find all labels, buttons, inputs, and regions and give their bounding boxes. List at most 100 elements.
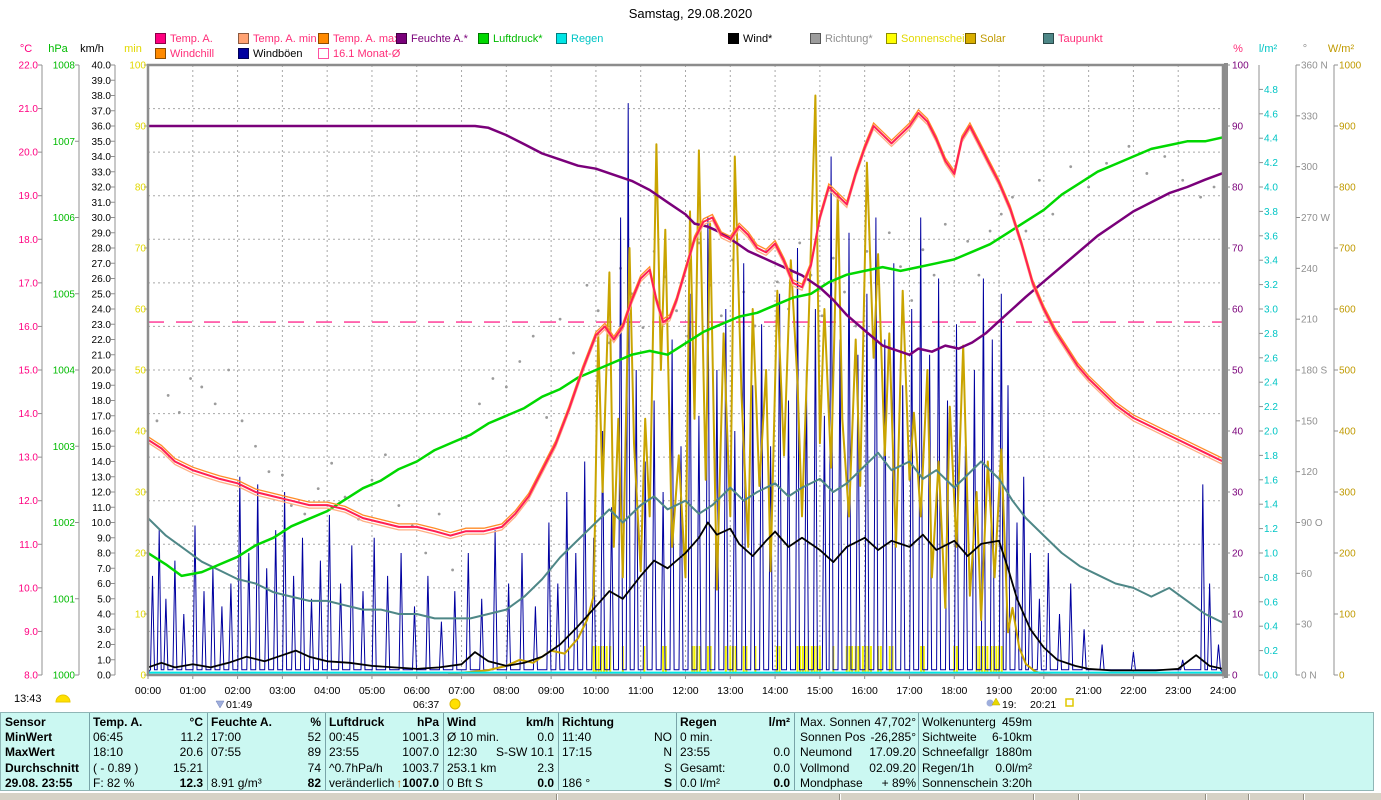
table-column-regen: Regen l/m² 0 min. 23:55 0.0 Gesamt: 0.0 0.0 l/m… — [680, 714, 790, 791]
x-label: 02:00 — [224, 685, 250, 697]
weather-plot: °C 8.0 9.0 10.0 11.0 12.0 13.0 14.0 15.0 16.0 17.0… — [14, 43, 1362, 711]
sun-half-icon — [55, 694, 71, 703]
table-row: 23:55 1007.0 — [329, 745, 439, 760]
table-cell: Wolkenunterg — [922, 714, 996, 729]
table-column-tempa: Temp. A. °C 06:45 11.2 18:10 20.6 ( - 0.89 ) 15… — [93, 714, 203, 791]
table-column-feuchtea: Feuchte A.% 17:00 52 07:55 89 74 8.91 g/m³ 82 — [211, 714, 321, 791]
direction-axis: ° 0 N 30 60 90 O 120 150 180 S 210 240 270 W 300 330… — [1295, 43, 1330, 682]
x-label: 23:00 — [1165, 685, 1191, 697]
table-cell: Luftdruck — [329, 714, 385, 729]
direction-dot — [843, 290, 846, 294]
x-label: 04:00 — [314, 685, 340, 697]
pressure-axis-label: 1008 — [53, 61, 76, 72]
wind-axis-label: 21.0 — [92, 350, 112, 361]
status-bar — [0, 792, 1381, 800]
legend-swatch-icon — [155, 48, 166, 59]
table-separator — [89, 713, 90, 790]
x-label: 15:00 — [807, 685, 833, 697]
table-cell: 0 Bft S — [447, 776, 484, 791]
table-cell: S — [663, 760, 672, 775]
direction-axis-label: 60 — [1301, 569, 1313, 580]
humidity-axis-label: 50 — [1232, 366, 1244, 377]
direction-dot — [1037, 178, 1041, 182]
direction-axis-label: 120 — [1301, 467, 1318, 478]
legend-item: 16.1 Monat-Ø — [318, 47, 400, 60]
direction-axis-label: 270 W — [1301, 213, 1330, 224]
direction-dot — [921, 248, 925, 252]
table-cell: Richtung — [562, 714, 614, 729]
solar-axis-label: 400 — [1339, 427, 1356, 438]
table-cell: Temp. A. — [93, 714, 143, 729]
table-separator — [676, 713, 677, 790]
sunshine-axis-unit: min — [124, 43, 142, 55]
legend-swatch-icon — [238, 48, 249, 59]
table-row: 18:10 20.6 — [93, 745, 203, 760]
direction-dot — [1145, 172, 1149, 175]
table-cell: 2.3 — [537, 760, 554, 775]
legend-label: Sonnenschein — [901, 32, 971, 45]
table-row: Sonnenschein 3:20h — [922, 776, 1032, 791]
table-row-labels: Sensor MinWert MaxWert Durchschnitt 29.08. 2… — [5, 714, 89, 791]
legend-swatch-icon — [810, 33, 821, 44]
table-separator — [207, 713, 208, 790]
wind-axis-label: 40.0 — [92, 61, 112, 72]
direction-dot — [641, 326, 645, 330]
temp-axis-label: 13.0 — [19, 453, 39, 464]
table-cell: 12.3 — [179, 776, 203, 791]
pressure-axis-label: 1007 — [53, 137, 76, 148]
table-cell: 0.0 l/m² — [680, 776, 721, 791]
pressure-axis-label: 1006 — [53, 213, 76, 224]
table-cell: 0.0 — [537, 776, 554, 791]
series-windboeen — [148, 103, 1223, 674]
rain-axis: l/m² 0.0 0.2 0.4 0.6 0.8 1.0 1.2 1.4 1.6 1.8 2.0 2.2… — [1258, 43, 1278, 682]
table-cell: 18:10 — [93, 745, 124, 760]
table-cell: 459m — [1001, 714, 1032, 729]
table-row: Luftdruck hPa — [329, 714, 439, 729]
moon-icon — [986, 699, 994, 707]
table-row: Vollmond 02.09.20 — [800, 760, 916, 775]
direction-axis-label: 90 O — [1301, 518, 1323, 529]
direction-dot — [1105, 161, 1108, 165]
pressure-axis-label: 1004 — [53, 366, 76, 377]
temp-axis-label: 17.0 — [19, 278, 39, 289]
table-cell: 00:45 — [329, 730, 360, 745]
table-row: Durchschnitt — [5, 760, 89, 775]
direction-dot — [1181, 178, 1185, 182]
direction-dot — [397, 504, 401, 507]
rain-axis-label: 0.6 — [1264, 597, 1278, 608]
solar-axis-label: 800 — [1339, 183, 1356, 194]
direction-dot — [1051, 212, 1055, 216]
table-row: Feuchte A.% — [211, 714, 321, 729]
wind-axis-label: 26.0 — [92, 274, 112, 285]
direction-dot — [545, 416, 549, 419]
x-label: 11:00 — [628, 685, 654, 697]
rain-axis-label: 1.0 — [1264, 549, 1278, 560]
humidity-axis-label: 60 — [1232, 305, 1244, 316]
table-row: Richtung — [562, 714, 672, 729]
table-row: 00:45 1001.3 — [329, 729, 439, 744]
table-cell: 0.0 — [773, 745, 790, 760]
table-row: Wind km/h — [447, 714, 554, 729]
x-label: 03:00 — [269, 685, 295, 697]
direction-dot — [1069, 165, 1073, 169]
table-cell: -26,285° — [870, 730, 917, 745]
legend-label: Feuchte A.* — [411, 32, 468, 45]
table-row: Schneefallgr 1880m — [922, 745, 1032, 760]
direction-dot — [1163, 155, 1167, 158]
table-row: 07:55 89 — [211, 745, 321, 760]
table-row: Sensor — [5, 714, 89, 729]
wind-axis-label: 3.0 — [97, 625, 111, 636]
rain-axis-label: 3.0 — [1264, 305, 1278, 316]
temp-axis-label: 10.0 — [19, 583, 39, 594]
status-separator — [1248, 794, 1250, 800]
table-cell: hPa — [416, 714, 439, 729]
pressure-axis-label: 1000 — [53, 671, 76, 682]
table-row: 17:00 52 — [211, 729, 321, 744]
table-row: Regen/1h 0.0l/m² — [922, 760, 1032, 775]
table-cell: 8.91 g/m³ — [211, 776, 262, 791]
humidity-axis-label: 30 — [1232, 488, 1244, 499]
table-cell: 0.0 — [537, 730, 554, 745]
wind-axis-label: 39.0 — [92, 76, 112, 87]
wind-axis-label: 0.0 — [97, 671, 111, 682]
table-row: Wolkenunterg 459m — [922, 714, 1032, 729]
